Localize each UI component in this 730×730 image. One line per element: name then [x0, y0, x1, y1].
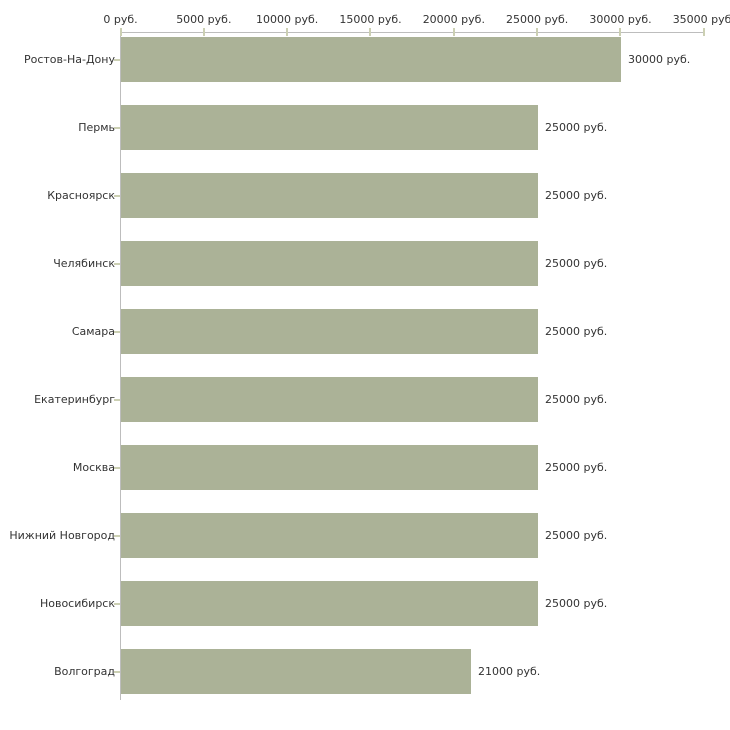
- category-label: Москва: [72, 460, 115, 474]
- value-label: 25000 руб.: [545, 596, 608, 610]
- y-tick-mark: [114, 398, 120, 401]
- x-tick-label: 0 руб.: [103, 13, 138, 26]
- y-tick-mark: [114, 670, 120, 673]
- value-label: 25000 руб.: [545, 324, 608, 338]
- x-tick-label: 30000 руб.: [589, 13, 652, 26]
- value-label: 25000 руб.: [545, 256, 608, 270]
- y-tick-mark: [114, 466, 120, 469]
- x-tick-mark: [202, 28, 205, 36]
- bar: [121, 581, 538, 626]
- category-label: Красноярск: [47, 188, 115, 202]
- y-tick-mark: [114, 330, 120, 333]
- bar: [121, 309, 538, 354]
- x-tick-label: 10000 руб.: [256, 13, 319, 26]
- x-tick-mark: [619, 28, 622, 36]
- y-tick-mark: [114, 262, 120, 265]
- y-tick-mark: [114, 126, 120, 129]
- x-tick-label: 5000 руб.: [176, 13, 232, 26]
- value-label: 25000 руб.: [545, 188, 608, 202]
- category-label: Челябинск: [53, 256, 115, 270]
- bar: [121, 105, 538, 150]
- x-tick-label: 25000 руб.: [506, 13, 569, 26]
- category-label: Пермь: [78, 120, 115, 134]
- x-tick-label: 20000 руб.: [422, 13, 485, 26]
- category-label: Волгоград: [54, 664, 115, 678]
- value-label: 30000 руб.: [628, 52, 691, 66]
- x-tick-mark: [286, 28, 289, 36]
- bar: [121, 377, 538, 422]
- bar: [121, 649, 471, 694]
- value-label: 25000 руб.: [545, 392, 608, 406]
- y-tick-mark: [114, 602, 120, 605]
- y-axis-line: [120, 32, 121, 700]
- category-label: Нижний Новгород: [9, 528, 115, 542]
- bar: [121, 445, 538, 490]
- bar: [121, 513, 538, 558]
- value-label: 25000 руб.: [545, 120, 608, 134]
- value-label: 21000 руб.: [478, 664, 541, 678]
- x-axis-line: [120, 32, 705, 33]
- x-tick-label: 35000 руб.: [672, 13, 730, 26]
- x-tick-mark: [702, 28, 705, 36]
- x-tick-mark: [452, 28, 455, 36]
- x-tick-mark: [119, 28, 122, 36]
- x-tick-mark: [536, 28, 539, 36]
- y-tick-mark: [114, 58, 120, 61]
- category-label: Новосибирск: [39, 596, 115, 610]
- bar: [121, 37, 621, 82]
- bar: [121, 241, 538, 286]
- category-label: Самара: [71, 324, 115, 338]
- x-tick-mark: [369, 28, 372, 36]
- category-label: Екатеринбург: [34, 392, 115, 406]
- y-tick-mark: [114, 534, 120, 537]
- bar: [121, 173, 538, 218]
- x-tick-label: 15000 руб.: [339, 13, 402, 26]
- value-label: 25000 руб.: [545, 528, 608, 542]
- y-tick-mark: [114, 194, 120, 197]
- value-label: 25000 руб.: [545, 460, 608, 474]
- category-label: Ростов-На-Дону: [23, 52, 115, 66]
